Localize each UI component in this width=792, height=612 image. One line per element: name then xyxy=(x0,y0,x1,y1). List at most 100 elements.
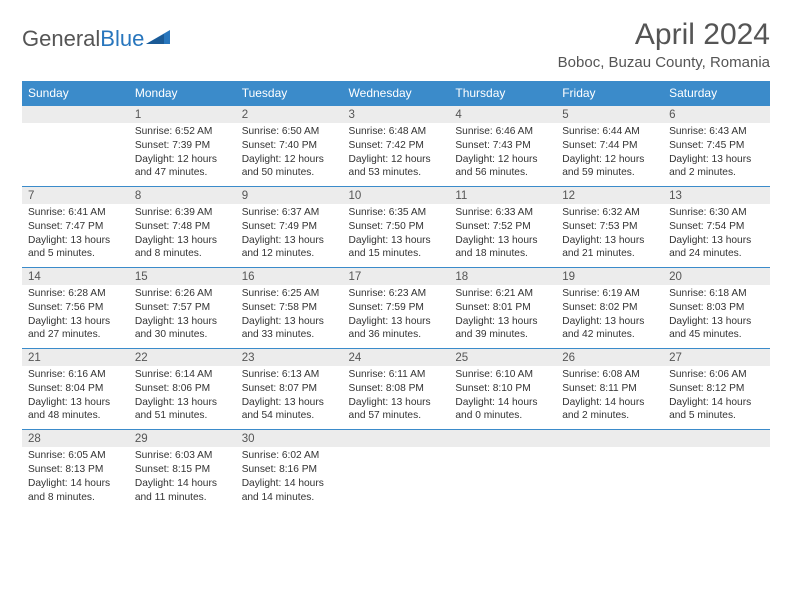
day-number-cell: 21 xyxy=(22,349,129,367)
day-number-cell: 13 xyxy=(663,187,770,205)
brand-text: GeneralBlue xyxy=(22,26,144,52)
day-number-cell: 18 xyxy=(449,268,556,286)
daylight-text: Daylight: 13 hours and 45 minutes. xyxy=(669,315,764,343)
daylight-text: Daylight: 13 hours and 21 minutes. xyxy=(562,234,657,262)
sunset-text: Sunset: 7:43 PM xyxy=(455,139,550,153)
daylight-text: Daylight: 12 hours and 47 minutes. xyxy=(135,153,230,181)
location-text: Boboc, Buzau County, Romania xyxy=(558,54,770,71)
day-number-cell: 7 xyxy=(22,187,129,205)
day-number-cell: 17 xyxy=(343,268,450,286)
day-number-cell: 30 xyxy=(236,430,343,448)
weekday-header: Wednesday xyxy=(343,81,450,106)
brand-triangle-icon xyxy=(146,28,172,51)
sunrise-text: Sunrise: 6:32 AM xyxy=(562,206,657,220)
sunset-text: Sunset: 7:44 PM xyxy=(562,139,657,153)
day-number-cell: 8 xyxy=(129,187,236,205)
daylight-text: Daylight: 13 hours and 51 minutes. xyxy=(135,396,230,424)
daylight-text: Daylight: 14 hours and 2 minutes. xyxy=(562,396,657,424)
sunrise-text: Sunrise: 6:35 AM xyxy=(349,206,444,220)
daylight-text: Daylight: 13 hours and 39 minutes. xyxy=(455,315,550,343)
day-number-cell: 12 xyxy=(556,187,663,205)
sunset-text: Sunset: 7:54 PM xyxy=(669,220,764,234)
day-number-cell: 19 xyxy=(556,268,663,286)
day-detail-cell: Sunrise: 6:46 AMSunset: 7:43 PMDaylight:… xyxy=(449,123,556,187)
day-detail-cell: Sunrise: 6:26 AMSunset: 7:57 PMDaylight:… xyxy=(129,285,236,349)
day-detail-cell xyxy=(449,447,556,510)
sunset-text: Sunset: 8:04 PM xyxy=(28,382,123,396)
day-detail-cell: Sunrise: 6:11 AMSunset: 8:08 PMDaylight:… xyxy=(343,366,450,430)
sunrise-text: Sunrise: 6:43 AM xyxy=(669,125,764,139)
daylight-text: Daylight: 13 hours and 24 minutes. xyxy=(669,234,764,262)
day-detail-cell: Sunrise: 6:44 AMSunset: 7:44 PMDaylight:… xyxy=(556,123,663,187)
sunrise-text: Sunrise: 6:05 AM xyxy=(28,449,123,463)
daylight-text: Daylight: 14 hours and 11 minutes. xyxy=(135,477,230,505)
sunrise-text: Sunrise: 6:16 AM xyxy=(28,368,123,382)
daylight-text: Daylight: 13 hours and 2 minutes. xyxy=(669,153,764,181)
sunrise-text: Sunrise: 6:06 AM xyxy=(669,368,764,382)
sunrise-text: Sunrise: 6:33 AM xyxy=(455,206,550,220)
day-number-row: 78910111213 xyxy=(22,187,770,205)
day-detail-cell: Sunrise: 6:48 AMSunset: 7:42 PMDaylight:… xyxy=(343,123,450,187)
daylight-text: Daylight: 12 hours and 50 minutes. xyxy=(242,153,337,181)
sunset-text: Sunset: 7:56 PM xyxy=(28,301,123,315)
day-number-cell: 22 xyxy=(129,349,236,367)
day-detail-row: Sunrise: 6:41 AMSunset: 7:47 PMDaylight:… xyxy=(22,204,770,268)
sunrise-text: Sunrise: 6:26 AM xyxy=(135,287,230,301)
day-detail-cell: Sunrise: 6:39 AMSunset: 7:48 PMDaylight:… xyxy=(129,204,236,268)
day-number-cell xyxy=(343,430,450,448)
sunrise-text: Sunrise: 6:11 AM xyxy=(349,368,444,382)
sunset-text: Sunset: 7:57 PM xyxy=(135,301,230,315)
sunrise-text: Sunrise: 6:30 AM xyxy=(669,206,764,220)
day-number-cell: 27 xyxy=(663,349,770,367)
sunrise-text: Sunrise: 6:21 AM xyxy=(455,287,550,301)
sunrise-text: Sunrise: 6:52 AM xyxy=(135,125,230,139)
daylight-text: Daylight: 13 hours and 15 minutes. xyxy=(349,234,444,262)
month-title: April 2024 xyxy=(558,18,770,52)
sunset-text: Sunset: 7:40 PM xyxy=(242,139,337,153)
sunrise-text: Sunrise: 6:10 AM xyxy=(455,368,550,382)
daylight-text: Daylight: 13 hours and 27 minutes. xyxy=(28,315,123,343)
day-detail-cell: Sunrise: 6:13 AMSunset: 8:07 PMDaylight:… xyxy=(236,366,343,430)
day-number-row: 123456 xyxy=(22,106,770,124)
sunrise-text: Sunrise: 6:23 AM xyxy=(349,287,444,301)
daylight-text: Daylight: 13 hours and 42 minutes. xyxy=(562,315,657,343)
day-number-row: 14151617181920 xyxy=(22,268,770,286)
day-number-cell: 4 xyxy=(449,106,556,124)
sunrise-text: Sunrise: 6:08 AM xyxy=(562,368,657,382)
daylight-text: Daylight: 13 hours and 30 minutes. xyxy=(135,315,230,343)
day-number-cell: 26 xyxy=(556,349,663,367)
day-number-cell: 3 xyxy=(343,106,450,124)
day-number-cell: 15 xyxy=(129,268,236,286)
day-number-cell: 11 xyxy=(449,187,556,205)
weekday-header-row: Sunday Monday Tuesday Wednesday Thursday… xyxy=(22,81,770,106)
sunset-text: Sunset: 8:01 PM xyxy=(455,301,550,315)
day-detail-cell: Sunrise: 6:28 AMSunset: 7:56 PMDaylight:… xyxy=(22,285,129,349)
sunrise-text: Sunrise: 6:14 AM xyxy=(135,368,230,382)
weekday-header: Monday xyxy=(129,81,236,106)
daylight-text: Daylight: 13 hours and 5 minutes. xyxy=(28,234,123,262)
title-block: April 2024 Boboc, Buzau County, Romania xyxy=(558,18,770,71)
day-detail-cell: Sunrise: 6:19 AMSunset: 8:02 PMDaylight:… xyxy=(556,285,663,349)
daylight-text: Daylight: 14 hours and 5 minutes. xyxy=(669,396,764,424)
day-detail-cell: Sunrise: 6:16 AMSunset: 8:04 PMDaylight:… xyxy=(22,366,129,430)
daylight-text: Daylight: 13 hours and 48 minutes. xyxy=(28,396,123,424)
sunset-text: Sunset: 8:06 PM xyxy=(135,382,230,396)
sunrise-text: Sunrise: 6:48 AM xyxy=(349,125,444,139)
sunrise-text: Sunrise: 6:41 AM xyxy=(28,206,123,220)
day-detail-row: Sunrise: 6:05 AMSunset: 8:13 PM Daylight:… xyxy=(22,447,770,510)
sunset-text: Sunset: 8:16 PM xyxy=(242,463,337,477)
day-number-cell: 16 xyxy=(236,268,343,286)
sunset-text: Sunset: 8:03 PM xyxy=(669,301,764,315)
sunrise-text: Sunrise: 6:13 AM xyxy=(242,368,337,382)
day-number-cell xyxy=(22,106,129,124)
sunset-text: Sunset: 8:15 PM xyxy=(135,463,230,477)
day-detail-cell: Sunrise: 6:18 AMSunset: 8:03 PMDaylight:… xyxy=(663,285,770,349)
day-detail-cell: Sunrise: 6:30 AMSunset: 7:54 PMDaylight:… xyxy=(663,204,770,268)
day-detail-cell: Sunrise: 6:37 AMSunset: 7:49 PMDaylight:… xyxy=(236,204,343,268)
sunset-text: Sunset: 7:42 PM xyxy=(349,139,444,153)
day-detail-cell xyxy=(663,447,770,510)
daylight-text: Daylight: 12 hours and 53 minutes. xyxy=(349,153,444,181)
day-detail-cell: Sunrise: 6:06 AMSunset: 8:12 PMDaylight:… xyxy=(663,366,770,430)
sunset-text: Sunset: 8:13 PM xyxy=(28,463,123,477)
day-detail-cell: Sunrise: 6:03 AMSunset: 8:15 PMDaylight:… xyxy=(129,447,236,510)
